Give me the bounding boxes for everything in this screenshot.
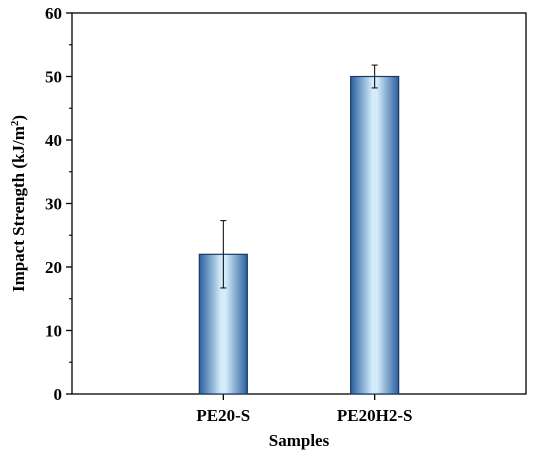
x-axis-ticks: PE20-S PE20H2-S: [196, 394, 412, 425]
y-axis-title-end: ): [9, 115, 28, 121]
y-tick-label: 30: [45, 195, 62, 214]
x-tick-label: PE20-S: [196, 406, 250, 425]
y-tick-label: 10: [45, 322, 62, 341]
bar-pe20h2-s: [350, 75, 400, 395]
y-axis-title-main: Impact Strength (kJ/m: [9, 126, 28, 292]
bars-group: [198, 75, 400, 395]
y-tick-label: 60: [45, 4, 62, 23]
error-bars-group: [220, 64, 378, 289]
y-axis-title: Impact Strength (kJ/m2): [9, 115, 28, 292]
plot-frame: [71, 12, 527, 395]
plot-border: [71, 12, 527, 395]
y-axis-ticks: 0 10 20 30 40 50 60: [45, 4, 72, 404]
y-tick-label: 0: [54, 385, 63, 404]
x-tick-label: PE20H2-S: [337, 406, 413, 425]
y-tick-label: 40: [45, 131, 62, 150]
x-axis-title: Samples: [269, 431, 330, 450]
y-tick-label: 50: [45, 68, 62, 87]
y-axis-title-superscript: 2: [9, 120, 21, 126]
y-tick-label: 20: [45, 258, 62, 277]
